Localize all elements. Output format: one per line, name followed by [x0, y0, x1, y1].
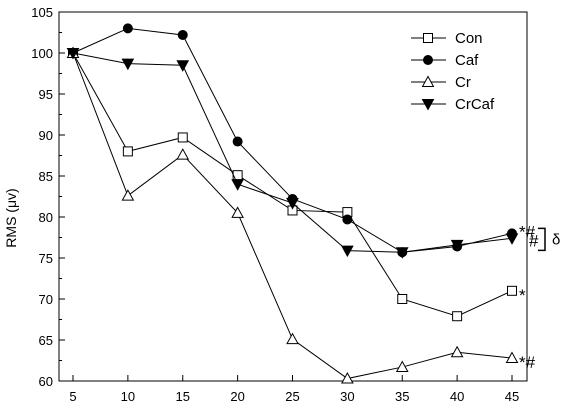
data-point-crcaf [450, 239, 464, 252]
annotation-bracket [538, 227, 546, 252]
x-tick-label: 20 [230, 389, 244, 404]
data-point-caf [177, 29, 188, 40]
annotation-mark: # [529, 231, 539, 250]
x-tick-label: 45 [505, 389, 519, 404]
data-point-caf [122, 23, 133, 34]
y-tick-label: 75 [39, 251, 53, 266]
data-point-crcaf [286, 198, 299, 210]
y-tick-label: 70 [39, 292, 53, 307]
data-point-con [452, 311, 463, 322]
data-point-crcaf [231, 179, 244, 191]
data-point-cr [395, 360, 409, 373]
data-point-con [122, 146, 133, 157]
legend-label-crcaf: CrCaf [455, 96, 495, 113]
series-line-con [72, 52, 513, 317]
x-tick-label: 5 [69, 389, 76, 404]
legend: Con Caf Cr CrCaf [411, 30, 495, 113]
annotation-mark: * [519, 286, 526, 305]
legend-label-con: Con [455, 30, 483, 47]
data-point-caf [342, 214, 353, 225]
axes: 60 65 70 75 80 85 90 95 100 105 5 10 15 20 25 30 35 40 45 [31, 5, 528, 404]
legend-label-caf: Caf [455, 52, 479, 69]
y-tick-label: 100 [31, 46, 53, 61]
x-tick-label: 35 [395, 389, 409, 404]
x-tick-label: 25 [285, 389, 299, 404]
data-point-con [507, 285, 517, 296]
y-tick-label: 60 [39, 374, 53, 389]
data-point-cr [341, 372, 354, 384]
annotation-mark: *# [519, 353, 536, 372]
data-point-con [177, 132, 188, 143]
annotation-mark: *# [519, 222, 536, 241]
series-line-crcaf [72, 52, 513, 253]
y-tick-label: 90 [39, 128, 53, 143]
x-tick-label: 30 [340, 389, 354, 404]
data-point-cr [176, 148, 190, 160]
data-point-crcaf [66, 48, 80, 60]
legend-marker-cr [421, 75, 435, 87]
legend-marker-crcaf [421, 99, 435, 111]
data-point-crcaf [395, 247, 409, 259]
series-con [68, 48, 517, 322]
y-tick-label: 85 [39, 169, 53, 184]
series-caf [68, 23, 517, 258]
x-tick-label: 40 [450, 389, 464, 404]
series-crcaf [66, 48, 519, 259]
series-cr [66, 46, 519, 384]
data-point-cr [450, 345, 464, 358]
annotations: *##**#δ [519, 222, 560, 372]
data-point-cr [231, 206, 244, 218]
data-point-cr [121, 189, 135, 201]
series-layer [66, 23, 519, 384]
data-point-cr [505, 351, 519, 364]
data-point-con [397, 294, 408, 304]
legend-marker-caf [423, 55, 433, 65]
annotation-mark: δ [552, 231, 560, 248]
y-tick-label: 95 [39, 87, 53, 102]
series-line-caf [72, 27, 513, 253]
series-line-cr [72, 52, 513, 380]
data-point-crcaf [121, 58, 135, 71]
data-point-crcaf [505, 233, 519, 245]
y-tick-label: 80 [39, 210, 53, 225]
data-point-crcaf [176, 60, 190, 72]
legend-label-cr: Cr [455, 74, 471, 91]
y-tick-label: 105 [31, 5, 53, 20]
data-point-cr [286, 332, 299, 345]
x-tick-label: 10 [121, 389, 135, 404]
y-axis-label: RMS (μv) [3, 188, 19, 247]
legend-marker-con [423, 33, 433, 43]
y-tick-label: 65 [39, 333, 53, 348]
data-point-caf [232, 136, 243, 147]
x-tick-label: 15 [176, 389, 190, 404]
data-point-crcaf [341, 245, 354, 258]
